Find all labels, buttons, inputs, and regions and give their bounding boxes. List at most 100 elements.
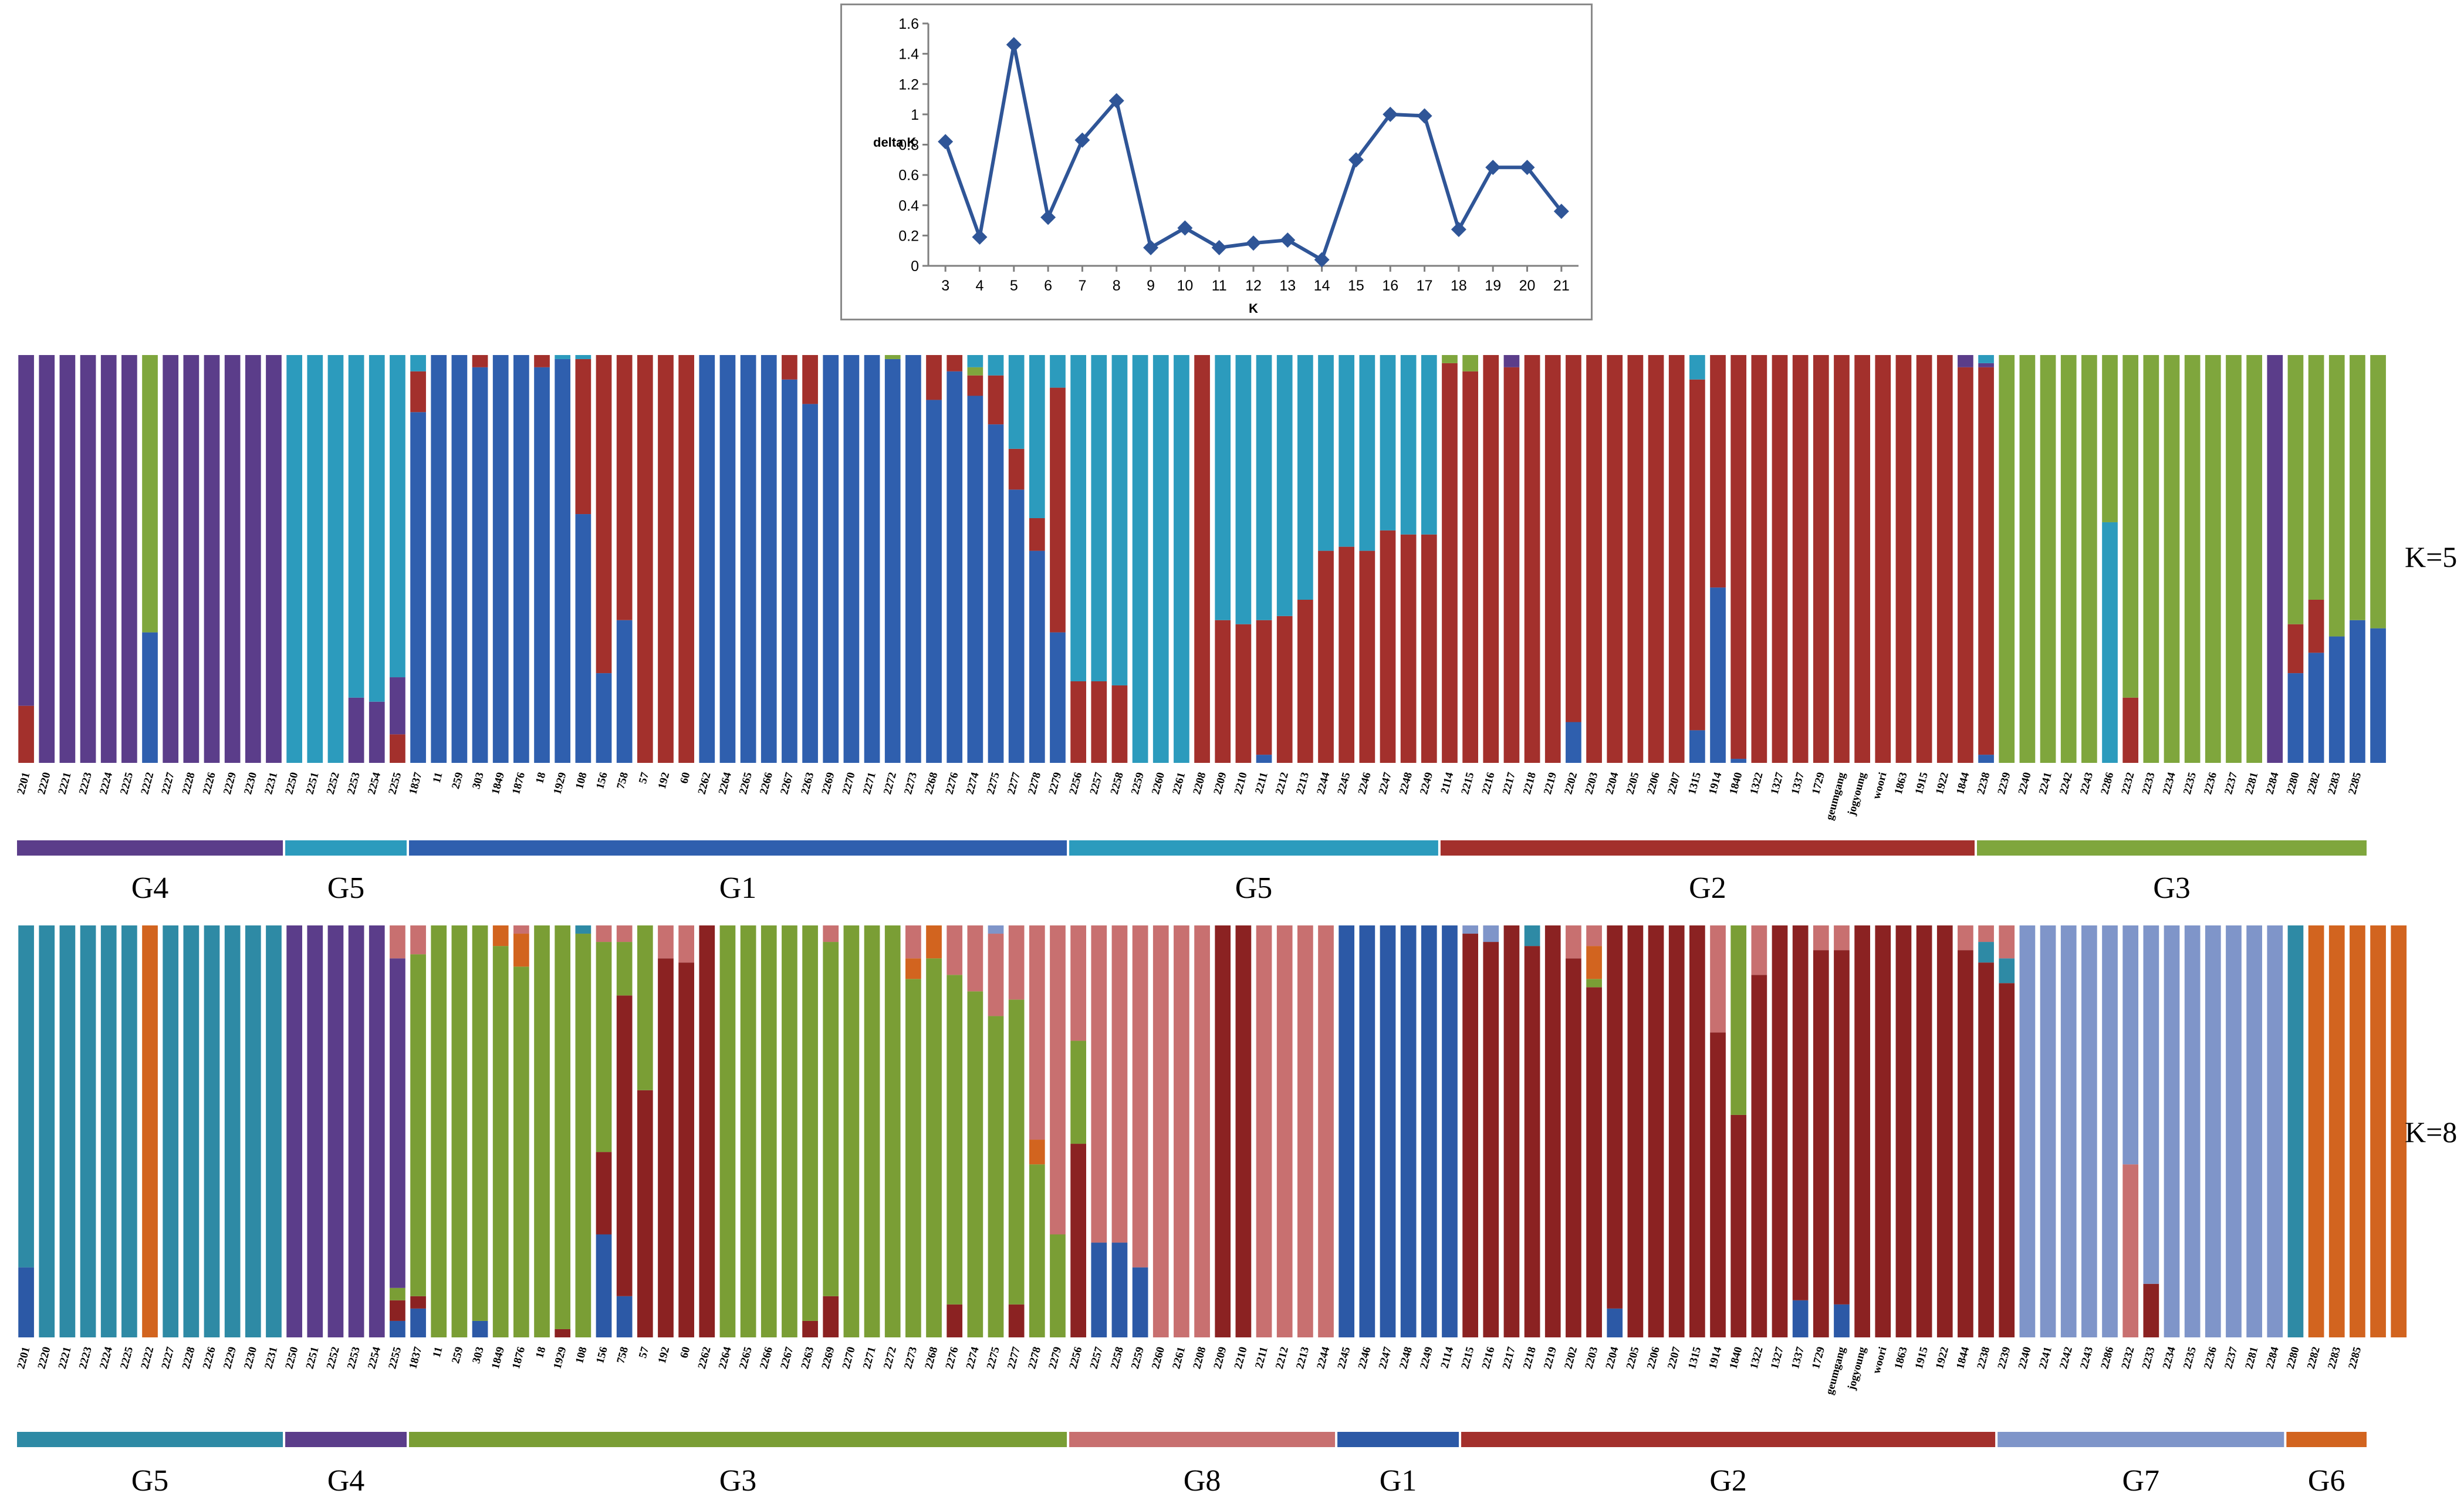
- k5-bar-segment: [719, 355, 736, 763]
- k5-bar-segment: [1029, 518, 1045, 551]
- k5-bar-segment: [1503, 355, 1520, 367]
- k8-bar-segment: [39, 925, 55, 1337]
- k5-sample-label: 2277: [1005, 771, 1023, 796]
- k8-bar-segment: [1813, 925, 1829, 951]
- k8-bar-segment: [327, 925, 344, 1337]
- delta-k-x-tick-label: 14: [1314, 278, 1330, 294]
- k5-bar-segment: [2164, 355, 2180, 763]
- k8-bar-segment: [1070, 1144, 1086, 1337]
- k5-bar-segment: [1380, 355, 1396, 530]
- k5-bar-segment: [1235, 624, 1252, 763]
- k5-sample-label: 2216: [1479, 771, 1497, 796]
- k8-bar-segment: [926, 958, 942, 1337]
- k8-bar-segment: [2060, 925, 2077, 1337]
- k8-bar-segment: [472, 925, 488, 1321]
- k5-bar-segment: [905, 355, 921, 763]
- k5-bar-segment: [410, 371, 426, 413]
- k5-bar-segment: [616, 620, 633, 763]
- k5-bar-segment: [59, 355, 76, 763]
- k5-bar-segment: [1607, 355, 1623, 763]
- k8-sample-label: 1337: [1789, 1345, 1807, 1370]
- k8-bar-segment: [2246, 925, 2262, 1337]
- k8-bar-segment: [2391, 925, 2407, 1337]
- k5-sample-label: 2284: [2263, 771, 2281, 796]
- k8-bar-segment: [1070, 1040, 1086, 1144]
- k8-sample-label: 2212: [1273, 1346, 1291, 1370]
- k8-bar-segment: [1751, 925, 1767, 975]
- k5-bar-segment: [369, 701, 385, 763]
- k5-sample-label: 2245: [1335, 771, 1353, 796]
- k8-bar-segment: [2081, 925, 2097, 1337]
- k8-sample-label: 2282: [2305, 1346, 2323, 1370]
- k8-bar-segment: [142, 925, 158, 1337]
- k5-sample-label: 2238: [1975, 771, 1992, 796]
- k5-sample-label: 2232: [2119, 771, 2137, 796]
- k8-sample-label: 2268: [922, 1346, 940, 1370]
- k5-sample-label: 1863: [1892, 771, 1910, 796]
- delta-k-point: [1417, 108, 1432, 124]
- k5-bar-segment: [802, 355, 818, 404]
- k8-bar-segment: [1008, 925, 1025, 1000]
- k8-bar-segment: [390, 925, 405, 959]
- k5-bar-segment: [286, 355, 302, 763]
- k5-bar-segment: [1318, 355, 1334, 551]
- k8-bar-segment: [2287, 925, 2304, 1337]
- k8-sample-label: 2230: [242, 1346, 259, 1370]
- delta-k-series-line: [944, 44, 1563, 263]
- k5-bar-segment: [2370, 355, 2386, 628]
- k5-sample-label: 2252: [325, 771, 342, 796]
- k8-bar-segment: [1586, 946, 1602, 979]
- k8-bar-segment: [596, 942, 612, 1153]
- k8-bar-segment: [2370, 925, 2386, 1337]
- k8-sample-label: 2259: [1129, 1346, 1147, 1370]
- k8-bar-segment: [1132, 1267, 1148, 1337]
- k8-sample-label: 1327: [1769, 1345, 1786, 1370]
- k8-bar-segment: [1050, 925, 1066, 1235]
- k8-bar-segment: [1483, 942, 1499, 1337]
- k8-bar-segment: [616, 1296, 633, 1337]
- k8-bar-segment: [18, 925, 34, 1268]
- delta-k-y-tick-label: 0.6: [898, 167, 919, 184]
- k5-bar-segment: [2308, 600, 2324, 653]
- k5-bar-segment: [2246, 355, 2262, 763]
- k8-sample-label: 2218: [1521, 1346, 1539, 1370]
- k5-bar-segment: [390, 677, 405, 735]
- k8-sample-label: 2203: [1583, 1346, 1600, 1370]
- k5-bar-segment: [988, 424, 1004, 763]
- k5-sample-label: 2237: [2222, 771, 2240, 796]
- k5-sample-label: 2225: [118, 771, 136, 796]
- k8-sample-label: 2220: [35, 1346, 53, 1370]
- k8-bar-segment: [1297, 925, 1313, 1337]
- k5-bar-segment: [1978, 367, 1994, 755]
- k8-bar-segment: [1978, 925, 1994, 942]
- k8-sample-label: 758: [614, 1346, 631, 1365]
- k8-bar-segment: [513, 925, 529, 934]
- k8-bar-segment: [1607, 1308, 1623, 1337]
- k5-sample-label: 1844: [1954, 771, 1972, 796]
- delta-k-y-tick-label: 1.2: [898, 76, 919, 93]
- k5-sample-label: 2257: [1087, 771, 1105, 796]
- k8-group-label: G1: [1380, 1464, 1417, 1497]
- k5-bar-segment: [1380, 530, 1396, 763]
- k5-bar-segment: [1648, 355, 1664, 763]
- k5-sample-label: 2247: [1377, 771, 1394, 796]
- k5-sample-label: 2223: [77, 771, 94, 796]
- k8-bar-segment: [1999, 958, 2015, 984]
- k8-sample-label: 2219: [1542, 1346, 1559, 1370]
- k8-bar-segment: [2328, 925, 2345, 1337]
- k8-sample-label: 2202: [1562, 1346, 1580, 1370]
- k5-sample-label: 758: [614, 771, 631, 790]
- k8-bar-segment: [1070, 925, 1086, 1041]
- k8-bar-segment: [1936, 925, 1953, 1337]
- k5-sample-label: 108: [573, 771, 590, 790]
- k5-bar-segment: [1400, 534, 1417, 763]
- k8-bar-segment: [369, 925, 385, 1337]
- delta-k-point: [1006, 37, 1022, 53]
- delta-k-point: [1314, 252, 1330, 268]
- k5-sample-label: 1929: [551, 771, 569, 796]
- k8-bar-segment: [1710, 925, 1726, 1033]
- k8-bar-segment: [121, 925, 137, 1337]
- k5-bar-segment: [18, 705, 34, 763]
- k8-bar-segment: [1235, 925, 1252, 1337]
